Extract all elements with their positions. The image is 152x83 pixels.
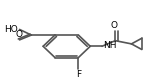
Text: F: F	[76, 70, 81, 79]
Text: O: O	[15, 30, 22, 39]
Text: O: O	[110, 21, 117, 30]
Text: NH: NH	[104, 41, 117, 50]
Text: HO: HO	[4, 25, 18, 34]
